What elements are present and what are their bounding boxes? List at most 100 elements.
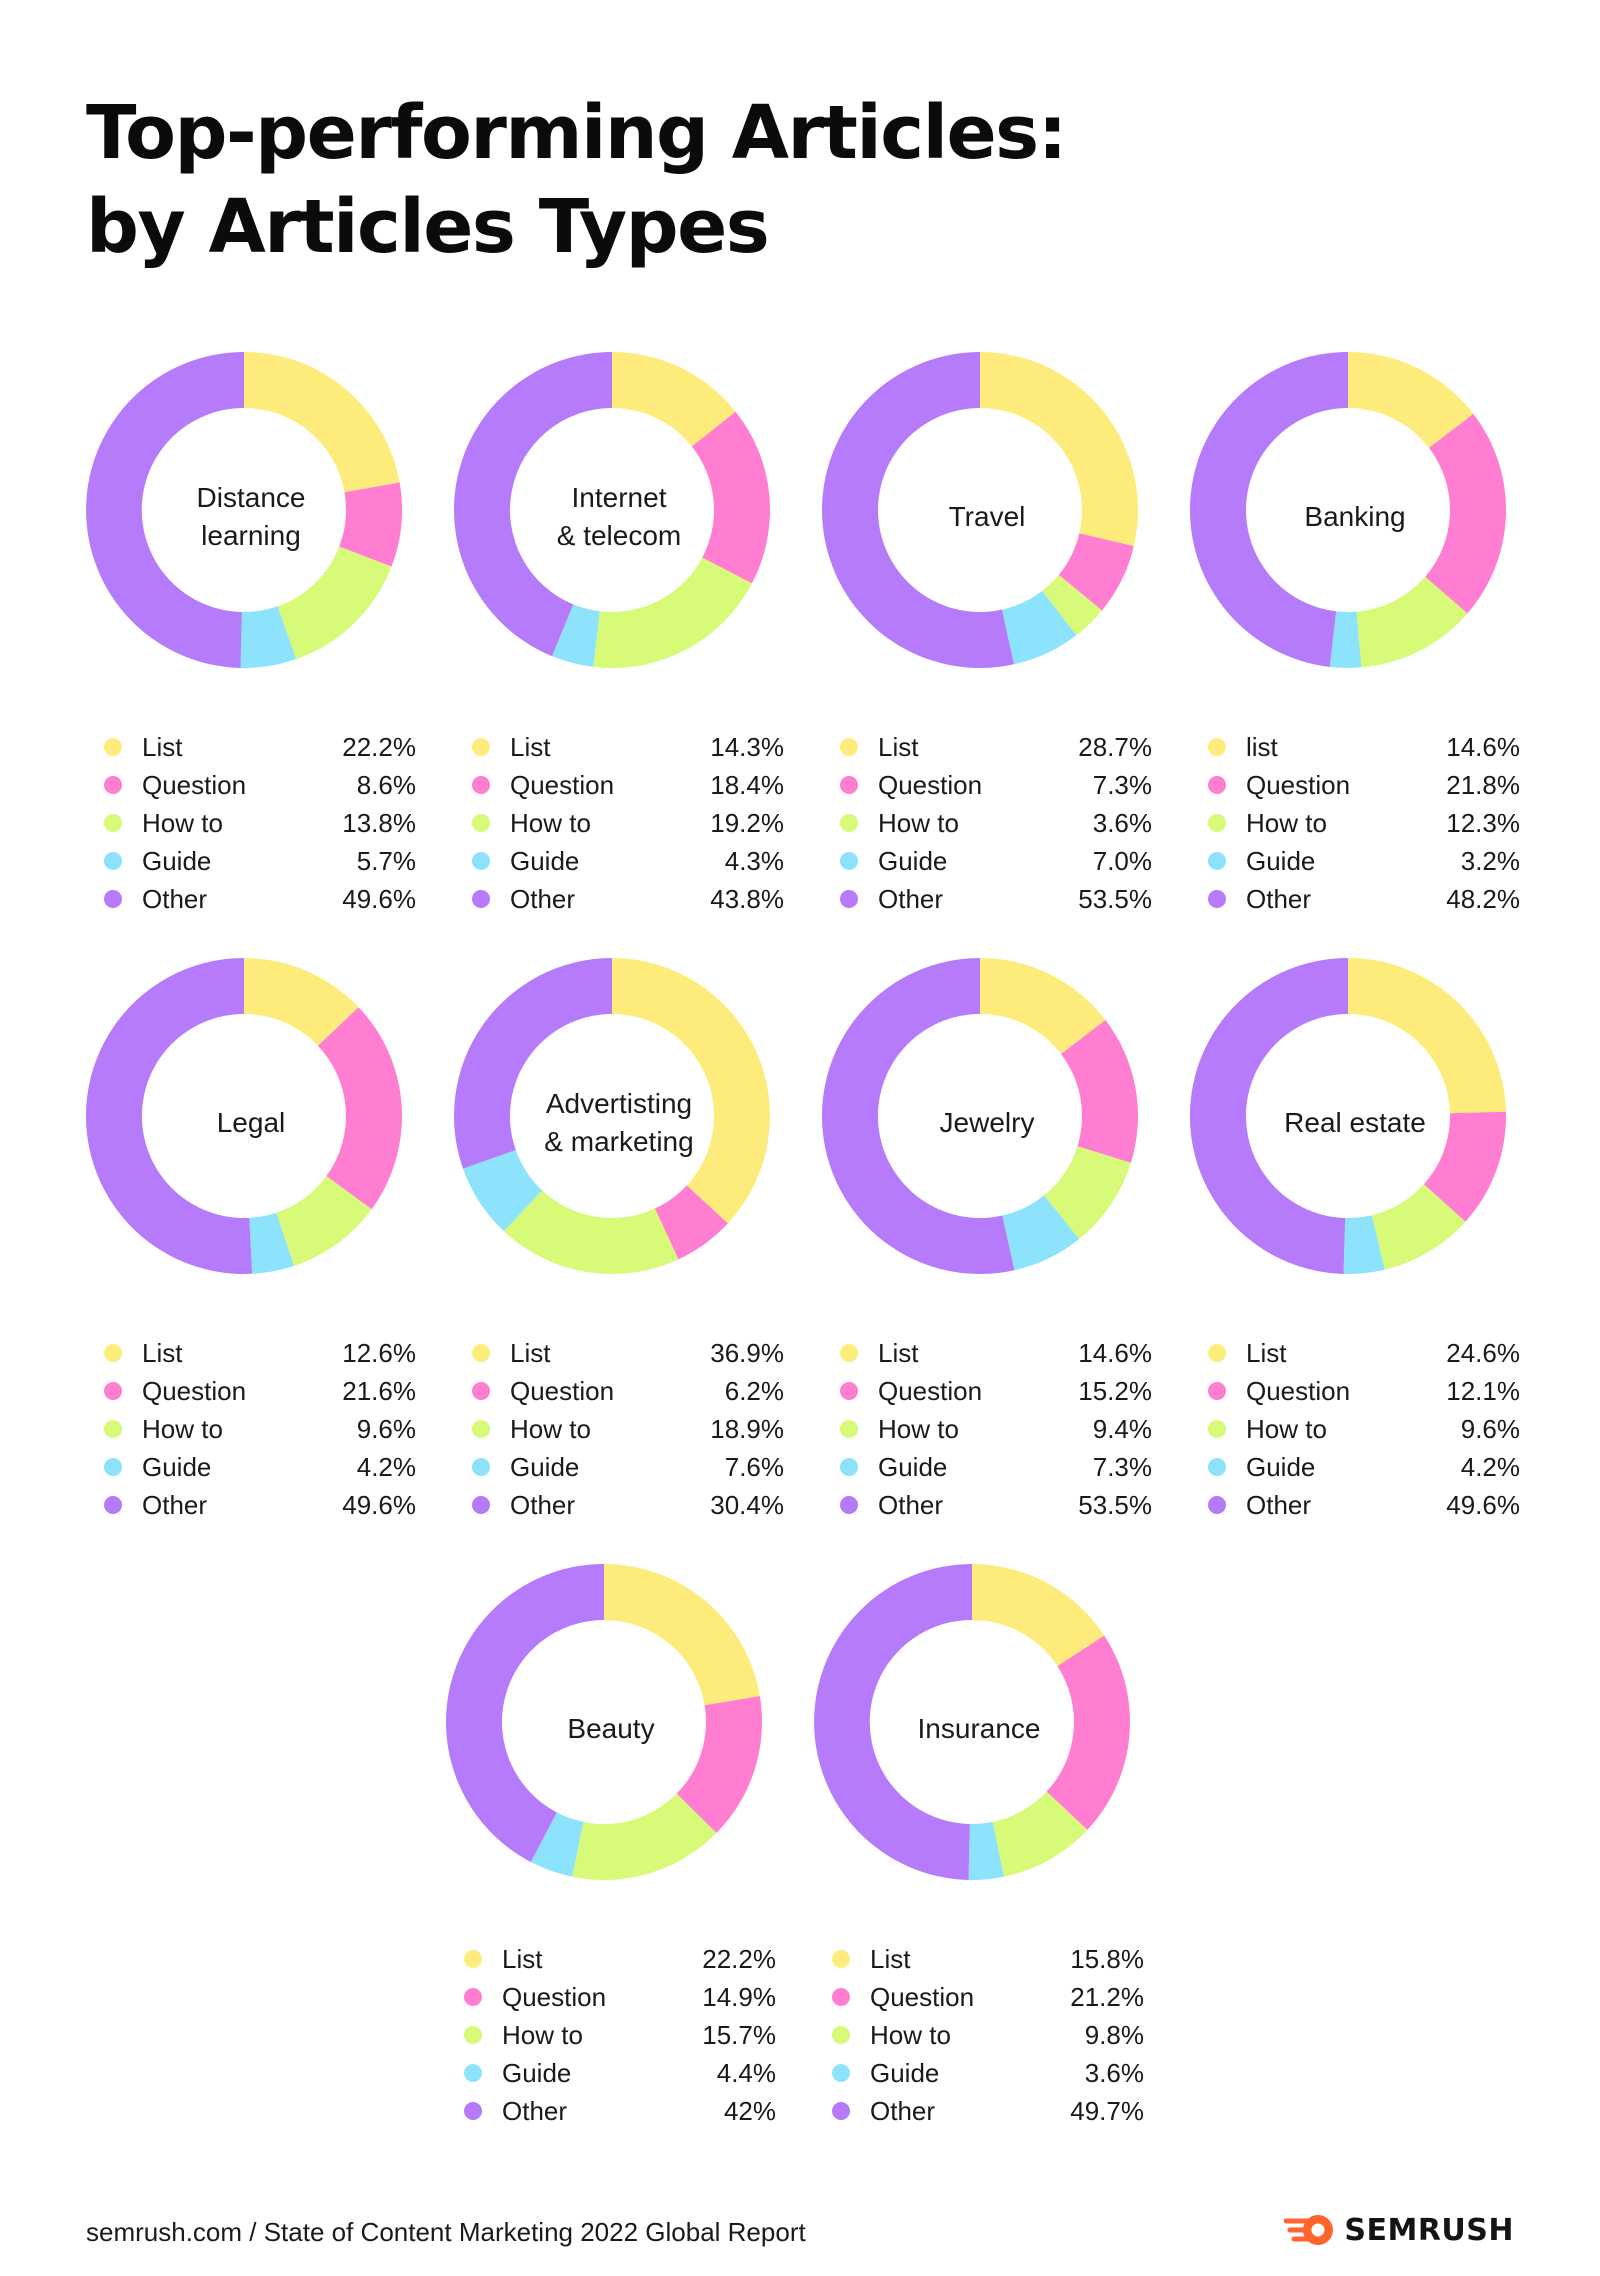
legend-category-label: Guide [510, 1452, 580, 1482]
donut-slice-other [814, 1564, 972, 1880]
legend-value-label: 9.4% [1092, 1414, 1152, 1444]
donut-slice-how-to [277, 546, 392, 660]
donut-chart-panel: Jewelry List 14.6% Question 15.2% How to 9.4% G… [821, 958, 1152, 1520]
legend-row: List 28.7% [822, 728, 1152, 766]
donut-slice-list [1348, 958, 1506, 1114]
legend-category-label: Guide [142, 846, 212, 876]
donut-slice-other [822, 352, 1014, 668]
donut-slice-guide [1002, 1195, 1080, 1271]
legend-value-label: 8.6% [356, 770, 416, 800]
legend-row: Other 53.5% [822, 880, 1152, 918]
legend-row: Guide 4.2% [1190, 1448, 1520, 1486]
donut-slice-guide [1329, 611, 1362, 668]
legend-value-label: 19.2% [710, 808, 784, 838]
legend-category-label: Guide [510, 846, 580, 876]
legend-value-label: 4.2% [1460, 1452, 1520, 1482]
legend-dot-other [1208, 890, 1226, 908]
legend-dot-question [832, 1988, 850, 2006]
donut-slice-question [1046, 1635, 1130, 1830]
donut-slice-other [454, 352, 612, 657]
legend-value-label: 42% [723, 2096, 776, 2126]
legend-row: Question 21.6% [86, 1372, 416, 1410]
legend-category-label: Question [878, 1376, 983, 1406]
donut-slice-question [1423, 1111, 1506, 1222]
legend-value-label: 3.6% [1092, 808, 1152, 838]
donut-chart [446, 1564, 762, 1881]
legend-row: Other 43.8% [454, 880, 784, 918]
chart-legend: List 28.7% Question 7.3% How to 3.6% Guide 7.0%… [822, 728, 1152, 918]
legend-dot-question [1208, 1382, 1226, 1400]
legend-dot-guide [104, 852, 122, 870]
legend-dot-list [472, 1344, 490, 1362]
legend-row: Question 21.8% [1190, 766, 1520, 804]
legend-category-label: How to [878, 1414, 959, 1444]
footer-source: semrush.com / State of Content Marketing… [86, 2217, 806, 2247]
donut-slice-list [244, 352, 400, 493]
legend-dot-guide [1208, 852, 1226, 870]
legend-category-label: How to [142, 1414, 223, 1444]
donut-chart-panel: Travel List 28.7% Question 7.3% How to 3.6% Gui… [822, 352, 1152, 914]
legend-category-label: Question [142, 770, 247, 800]
donut-chart-panel: Legal List 12.6% Question 21.6% How to 9.6% Gui… [85, 958, 416, 1520]
donut-slice-list [612, 958, 770, 1224]
legend-value-label: 15.8% [1070, 1944, 1144, 1974]
legend-row: List 36.9% [454, 1334, 784, 1372]
chart-legend: List 24.6% Question 12.1% How to 9.6% Guide 4.2… [1190, 1334, 1520, 1524]
legend-row: Question 15.2% [822, 1372, 1152, 1410]
legend-row: Question 14.9% [446, 1978, 776, 2016]
legend-category-label: How to [1246, 1414, 1327, 1444]
legend-value-label: 4.3% [724, 846, 784, 876]
legend-dot-question [840, 776, 858, 794]
legend-row: Other 49.6% [86, 1486, 416, 1524]
legend-dot-other [840, 890, 858, 908]
legend-row: Guide 4.4% [446, 2054, 776, 2092]
legend-value-label: 18.9% [710, 1414, 784, 1444]
donut-chart [85, 958, 403, 1274]
donut-slice-question [317, 1007, 403, 1210]
page-title: Top-performing Articles: by Articles Typ… [86, 86, 1067, 274]
legend-category-label: List [878, 1338, 919, 1368]
legend-row: Question 6.2% [454, 1372, 784, 1410]
chart-legend: List 22.2% Question 14.9% How to 15.7% Guide 4.… [446, 1940, 776, 2130]
legend-row: List 14.6% [822, 1334, 1152, 1372]
legend-value-label: 53.5% [1078, 884, 1152, 914]
legend-row: List 12.6% [86, 1334, 416, 1372]
legend-dot-guide [104, 1458, 122, 1476]
donut-chart [86, 352, 402, 668]
legend-value-label: 14.6% [1446, 732, 1520, 762]
legend-row: How to 9.8% [814, 2016, 1144, 2054]
legend-row: Question 8.6% [86, 766, 416, 804]
semrush-logo: SEMRUSH [1284, 2210, 1514, 2250]
legend-dot-question [472, 1382, 490, 1400]
legend-category-label: Question [1246, 770, 1351, 800]
legend-category-label: How to [502, 2020, 583, 2050]
legend-row: list 14.6% [1190, 728, 1520, 766]
legend-category-label: How to [142, 808, 223, 838]
donut-slice-guide [551, 604, 600, 667]
legend-category-label: How to [1246, 808, 1327, 838]
donut-slice-other [446, 1564, 604, 1863]
legend-value-label: 53.5% [1078, 1490, 1152, 1520]
donut-slice-guide [1343, 1215, 1385, 1275]
legend-category-label: List [510, 1338, 551, 1368]
legend-value-label: 22.2% [342, 732, 416, 762]
donut-slice-how-to [992, 1791, 1088, 1877]
legend-value-label: 7.3% [1092, 770, 1152, 800]
chart-legend: list 14.6% Question 21.8% How to 12.3% Guide 3.… [1190, 728, 1520, 918]
legend-value-label: 15.7% [702, 2020, 776, 2050]
donut-slice-guide [530, 1812, 584, 1877]
donut-slice-list [980, 352, 1138, 547]
legend-category-label: List [142, 732, 183, 762]
legend-row: Guide 7.6% [454, 1448, 784, 1486]
legend-category-label: list [1246, 732, 1278, 762]
donut-chart-panel: Banking list 14.6% Question 21.8% How to 12.3%… [1189, 352, 1520, 914]
legend-dot-other [104, 1496, 122, 1514]
legend-category-label: Guide [502, 2058, 572, 2088]
legend-row: How to 9.6% [86, 1410, 416, 1448]
legend-dot-how-to [472, 1420, 490, 1438]
donut-slice-list [972, 1564, 1105, 1667]
center-label-line: Beauty [567, 1713, 655, 1744]
legend-value-label: 3.6% [1084, 2058, 1144, 2088]
donut-slice-other [85, 958, 253, 1274]
legend-value-label: 3.2% [1460, 846, 1520, 876]
